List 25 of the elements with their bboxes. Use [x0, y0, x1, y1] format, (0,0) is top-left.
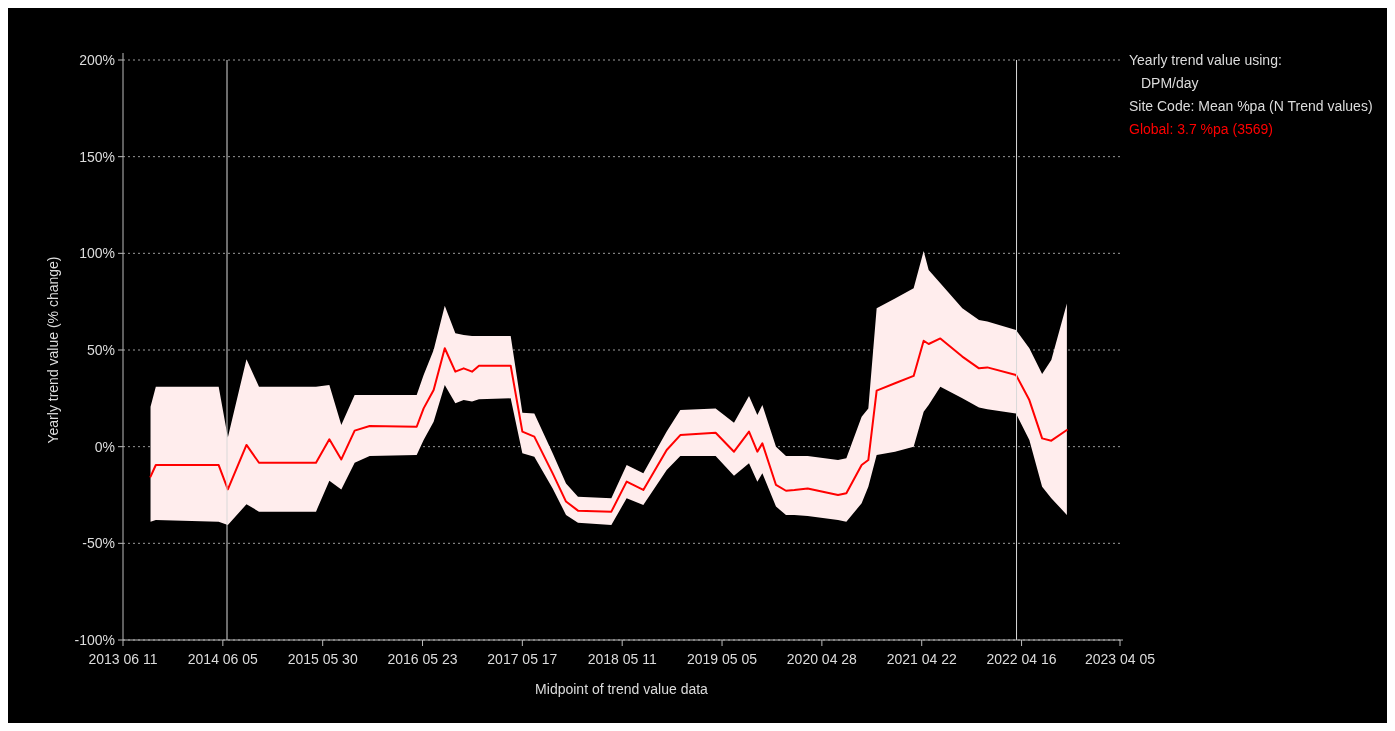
legend-title: Yearly trend value using: — [1129, 52, 1282, 68]
x-tick-label: 2020 04 28 — [786, 651, 858, 667]
x-tick-label: 2018 05 11 — [587, 651, 657, 667]
x-tick-label: 2017 05 17 — [487, 651, 558, 667]
x-tick-label: 2022 04 16 — [986, 651, 1057, 667]
y-tick-label: 50% — [86, 341, 115, 358]
x-tick-label: 2013 06 11 — [88, 651, 158, 667]
x-tick-label: 2019 05 05 — [687, 651, 758, 667]
x-tick-label: 2015 05 30 — [287, 651, 358, 667]
x-tick-label: 2016 05 23 — [387, 651, 458, 667]
x-axis-title: Midpoint of trend value data — [535, 681, 709, 697]
y-axis-title: Yearly trend value (% change) — [45, 256, 61, 444]
text: Site Code: Mean %pa (N Trend values) — [1129, 98, 1373, 114]
text: DPM/day — [1141, 75, 1199, 91]
x-tick-label: 2014 06 05 — [187, 651, 259, 667]
y-tick-label: -50% — [82, 535, 115, 552]
x-tick-label: 2021 04 22 — [886, 651, 957, 667]
y-tick-label: -100% — [74, 631, 115, 648]
y-tick-label: 150% — [79, 148, 115, 165]
y-tick-label: 100% — [79, 245, 115, 262]
x-tick-label: 2023 04 05 — [1084, 651, 1156, 667]
y-tick-label: 0% — [94, 438, 115, 455]
y-tick-label: 200% — [79, 51, 115, 68]
line-series — [149, 337, 1068, 513]
text: Global: 3.7 %pa (3569) — [1129, 121, 1273, 137]
